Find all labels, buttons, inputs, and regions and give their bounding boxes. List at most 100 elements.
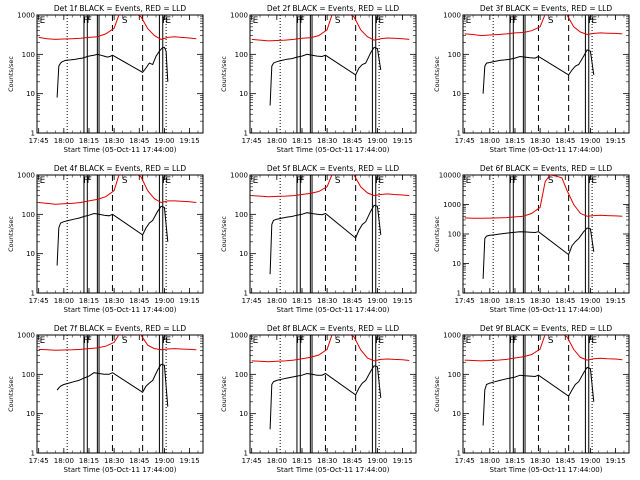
panel-title: Det 7f BLACK = Events, RED = LLD	[54, 324, 187, 333]
x-tick-label: 17:45	[242, 297, 262, 305]
marker-label: S	[335, 16, 341, 26]
plot-frame	[249, 334, 417, 454]
x-tick-label: 18:30	[317, 297, 337, 305]
x-tick-label: 18:45	[555, 297, 575, 305]
y-tick-label: 1000	[230, 332, 248, 340]
events-series-line	[269, 46, 382, 106]
marker-label: F	[83, 176, 88, 186]
x-tick-label: 18:45	[129, 457, 149, 465]
marker-label: S	[122, 16, 128, 26]
y-tick-label: 1	[244, 130, 248, 138]
y-tick-label: 100	[448, 371, 461, 379]
plot-frame	[462, 14, 630, 134]
events-series-line	[269, 365, 382, 430]
x-tick-label: 18:45	[555, 457, 575, 465]
x-axis-label: Start Time (05-Oct-11 17:44:00)	[490, 146, 603, 154]
x-tick-label: 19:00	[580, 297, 600, 305]
x-tick-label: 18:00	[267, 137, 287, 145]
y-tick-label: 100	[22, 371, 35, 379]
marker-label: E	[591, 176, 597, 186]
lld-series-line	[251, 175, 410, 198]
marker-label: F	[375, 336, 380, 346]
x-tick-label: 18:30	[104, 297, 124, 305]
y-tick-label: 100	[448, 231, 461, 239]
panel-det-6: Det 6f BLACK = Events, RED = LLD 1 10 100 10…	[433, 164, 630, 314]
marker-label: F	[83, 16, 88, 26]
marker-label: F	[588, 336, 593, 346]
marker-label: E	[40, 176, 46, 186]
panel-title: Det 4f BLACK = Events, RED = LLD	[54, 164, 187, 173]
x-axis-label: Start Time (05-Oct-11 17:44:00)	[490, 306, 603, 314]
x-tick-label: 18:00	[480, 457, 500, 465]
lld-series-line	[38, 335, 197, 351]
marker-label: E	[466, 336, 472, 346]
y-tick-label: 100	[22, 211, 35, 219]
x-tick-label: 18:15	[505, 297, 525, 305]
y-tick-label: 1000	[443, 12, 461, 20]
x-tick-label: 18:15	[292, 457, 312, 465]
marker-label: F	[87, 176, 92, 186]
marker-label: E	[466, 176, 472, 186]
marker-label: E	[253, 176, 259, 186]
x-tick-label: 18:15	[292, 137, 312, 145]
lld-series-line	[38, 175, 197, 205]
panel-title: Det 5f BLACK = Events, RED = LLD	[267, 164, 400, 173]
x-tick-label: 18:00	[267, 297, 287, 305]
y-tick-label: 1	[457, 290, 461, 298]
x-axis-label: Start Time (05-Oct-11 17:44:00)	[277, 146, 390, 154]
y-tick-label: 1	[31, 130, 35, 138]
x-tick-label: 19:15	[605, 457, 625, 465]
y-axis-label: Counts/sec	[433, 56, 441, 92]
x-tick-label: 17:45	[29, 137, 49, 145]
marker-label: F	[162, 336, 167, 346]
y-tick-label: 1	[31, 290, 35, 298]
y-axis-label: Counts/sec	[7, 376, 15, 412]
y-tick-label: 10	[239, 250, 248, 258]
x-tick-label: 18:45	[342, 137, 362, 145]
panel-det-9: Det 9f BLACK = Events, RED = LLD 1 10 100 10…	[433, 324, 630, 474]
marker-label: F	[162, 16, 167, 26]
panel-det-3: Det 3f BLACK = Events, RED = LLD 1 10 100 10…	[433, 4, 630, 154]
x-tick-label: 18:00	[480, 297, 500, 305]
y-tick-label: 10000	[439, 172, 461, 180]
events-series-line	[269, 204, 382, 275]
x-tick-label: 19:15	[179, 297, 199, 305]
x-tick-label: 17:45	[242, 457, 262, 465]
y-tick-label: 1000	[443, 332, 461, 340]
events-series-line	[482, 227, 595, 279]
y-tick-label: 10	[452, 260, 461, 268]
marker-label: E	[165, 336, 171, 346]
x-tick-label: 18:00	[267, 457, 287, 465]
x-tick-label: 19:15	[392, 297, 412, 305]
x-tick-label: 18:15	[79, 137, 99, 145]
y-axis-label: Counts/sec	[220, 376, 228, 412]
plot-frame	[462, 174, 630, 294]
y-tick-label: 1	[244, 290, 248, 298]
marker-label: E	[165, 176, 171, 186]
y-tick-label: 1	[31, 450, 35, 458]
panel-title: Det 3f BLACK = Events, RED = LLD	[480, 4, 613, 13]
marker-label: F	[300, 16, 305, 26]
marker-label: S	[548, 16, 554, 26]
y-axis-label: Counts/sec	[220, 56, 228, 92]
x-tick-label: 18:30	[530, 137, 550, 145]
marker-label: E	[466, 16, 472, 26]
x-axis-label: Start Time (05-Oct-11 17:44:00)	[64, 466, 177, 474]
x-tick-label: 18:00	[480, 137, 500, 145]
plot-frame	[36, 334, 204, 454]
plot-frame	[249, 14, 417, 134]
y-tick-label: 1000	[443, 201, 461, 209]
x-tick-label: 19:15	[179, 137, 199, 145]
x-tick-label: 17:45	[242, 137, 262, 145]
panel-title: Det 1f BLACK = Events, RED = LLD	[54, 4, 187, 13]
y-tick-label: 10	[452, 410, 461, 418]
x-tick-label: 18:00	[54, 137, 74, 145]
x-tick-label: 19:15	[605, 297, 625, 305]
y-tick-label: 10	[452, 90, 461, 98]
lld-series-line	[38, 15, 197, 40]
panel-det-1: Det 1f BLACK = Events, RED = LLD 1 10 100 10…	[7, 4, 204, 154]
x-tick-label: 18:45	[129, 297, 149, 305]
y-tick-label: 100	[235, 51, 248, 59]
x-tick-label: 17:45	[29, 457, 49, 465]
